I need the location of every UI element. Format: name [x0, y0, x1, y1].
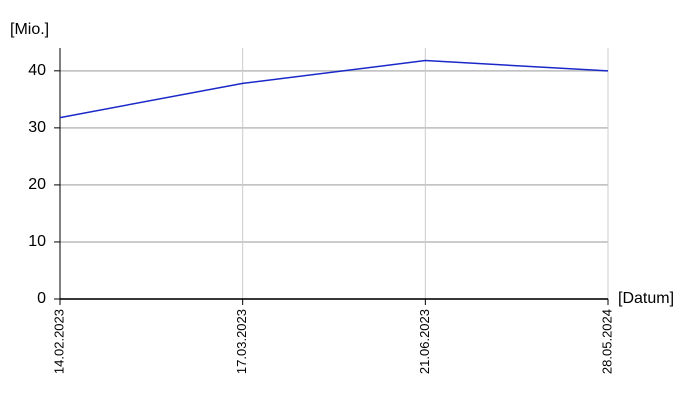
y-tick-label: 10	[28, 233, 46, 250]
x-tick-label: 28.05.2024	[599, 309, 614, 374]
x-axis-label: [Datum]	[618, 290, 674, 307]
y-axis-label: [Mio.]	[10, 21, 49, 38]
x-tick-label: 14.02.2023	[51, 309, 66, 374]
x-tick-label: 21.06.2023	[417, 309, 432, 374]
y-tick-label: 20	[28, 176, 46, 193]
x-tick-label: 17.03.2023	[234, 309, 249, 374]
y-tick-label: 40	[28, 62, 46, 79]
y-tick-label: 30	[28, 119, 46, 136]
line	[59, 59, 609, 119]
y-tick-label: 0	[37, 290, 46, 307]
